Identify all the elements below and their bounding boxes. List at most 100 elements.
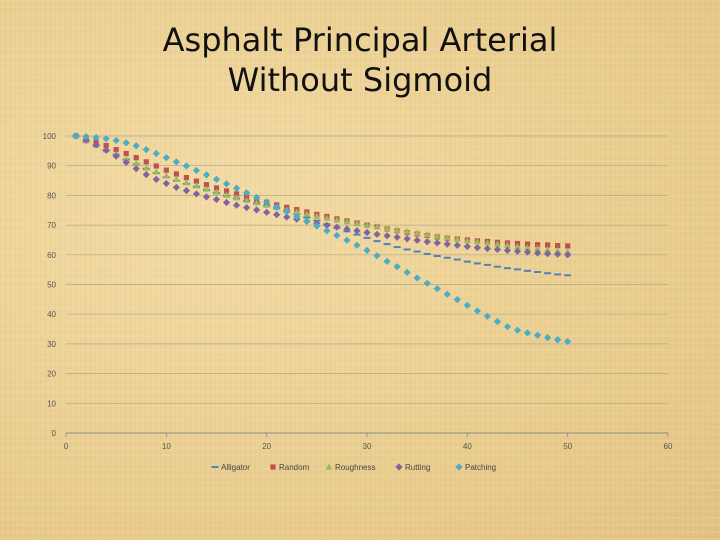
rutting-point	[423, 238, 431, 246]
patching-point	[253, 193, 261, 202]
rutting-point	[222, 198, 231, 207]
patching-point	[273, 203, 281, 211]
legend: Alligator Random Roughness Rutting Patching	[211, 463, 496, 472]
patching-point	[172, 158, 180, 166]
legend-marker-random	[270, 464, 276, 470]
legend-item-roughness: Roughness	[325, 463, 375, 472]
y-tick-label: 100	[43, 132, 57, 141]
rutting-point	[443, 240, 451, 248]
rutting-point	[192, 190, 201, 198]
random-point	[123, 150, 129, 157]
patching-point	[72, 132, 80, 140]
roughness-point	[223, 191, 230, 198]
legend-label: Rutting	[405, 463, 430, 472]
legend-item-patching: Patching	[455, 463, 496, 472]
patching-point	[303, 217, 311, 225]
rutting-point	[142, 171, 150, 179]
random-point	[113, 147, 119, 153]
patching-point	[564, 337, 572, 346]
rutting-point	[232, 201, 241, 209]
legend-label: Roughness	[335, 463, 375, 472]
rutting-point	[283, 213, 291, 221]
rutting-point	[182, 187, 190, 195]
roughness-point	[443, 233, 451, 241]
alligator-point	[524, 269, 532, 272]
y-tick-label: 40	[47, 310, 56, 319]
x-tick-label: 20	[262, 442, 271, 451]
roughness-point	[343, 218, 351, 225]
random-point	[545, 242, 551, 248]
alligator-point	[453, 258, 461, 261]
roughness-point	[363, 221, 371, 228]
roughness-point	[544, 246, 551, 253]
alligator-point	[473, 262, 481, 265]
alligator-point	[423, 252, 431, 255]
rutting-point	[112, 152, 120, 160]
roughness-point	[504, 241, 511, 248]
patching-point	[82, 132, 90, 141]
alligator-point	[393, 246, 401, 249]
roughness-point	[132, 159, 140, 166]
patching-point	[443, 290, 451, 298]
rutting-point	[544, 250, 552, 258]
patching-point	[503, 323, 512, 331]
random-point	[213, 185, 220, 191]
alligator-point	[433, 254, 441, 257]
legend-marker-patching	[455, 463, 463, 471]
rutting-point	[433, 239, 441, 247]
x-tick-label: 0	[64, 442, 69, 451]
roughness-point	[353, 220, 361, 227]
rutting-point	[493, 245, 502, 254]
patching-point	[423, 279, 431, 287]
patching-point	[493, 318, 502, 326]
patching-point	[333, 231, 341, 240]
alligator-point	[443, 256, 451, 259]
rutting-point	[393, 233, 401, 241]
y-tick-label: 0	[52, 429, 57, 438]
random-point	[223, 188, 230, 194]
rutting-point	[453, 241, 461, 249]
patching-point	[473, 307, 481, 315]
roughness-point	[463, 236, 471, 244]
slide-title-line-2: Without Sigmoid	[227, 61, 493, 99]
patching-point	[343, 236, 351, 244]
alligator-point	[303, 216, 311, 219]
roughness-point	[213, 188, 220, 195]
random-point	[233, 191, 240, 197]
rutting-point	[343, 225, 351, 233]
random-point	[143, 159, 149, 165]
roughness-point	[514, 242, 521, 250]
roughness-point	[433, 232, 441, 239]
patching-point	[202, 171, 211, 179]
rutting-point	[263, 208, 271, 216]
legend-item-rutting: Rutting	[395, 463, 430, 472]
patching-point	[283, 208, 291, 216]
legend-label: Alligator	[221, 463, 250, 472]
y-tick-label: 80	[47, 191, 56, 200]
rutting-point	[152, 175, 160, 183]
patching-point	[122, 139, 130, 147]
alligator-point	[373, 240, 381, 243]
patching-point	[433, 285, 441, 293]
alligator-point	[564, 274, 572, 277]
slide-title: Asphalt Principal Arterial Without Sigmo…	[0, 20, 720, 100]
patching-point	[383, 257, 391, 265]
alligator-point	[413, 250, 421, 253]
patching-point	[554, 336, 562, 344]
alligator-point	[353, 233, 361, 236]
series-patching	[72, 132, 572, 346]
random-point	[203, 182, 210, 188]
patching-point	[102, 135, 110, 143]
x-tick-label: 50	[563, 442, 572, 451]
patching-point	[232, 184, 241, 192]
patching-point	[212, 175, 221, 183]
rutting-point	[383, 232, 391, 240]
patching-point	[533, 331, 542, 339]
roughness-point	[373, 223, 381, 230]
roughness-point	[494, 240, 501, 247]
alligator-point	[403, 248, 411, 251]
rutting-point	[403, 235, 411, 243]
legend-item-alligator: Alligator	[211, 463, 250, 472]
patching-point	[403, 268, 411, 276]
roughness-point	[393, 226, 401, 233]
